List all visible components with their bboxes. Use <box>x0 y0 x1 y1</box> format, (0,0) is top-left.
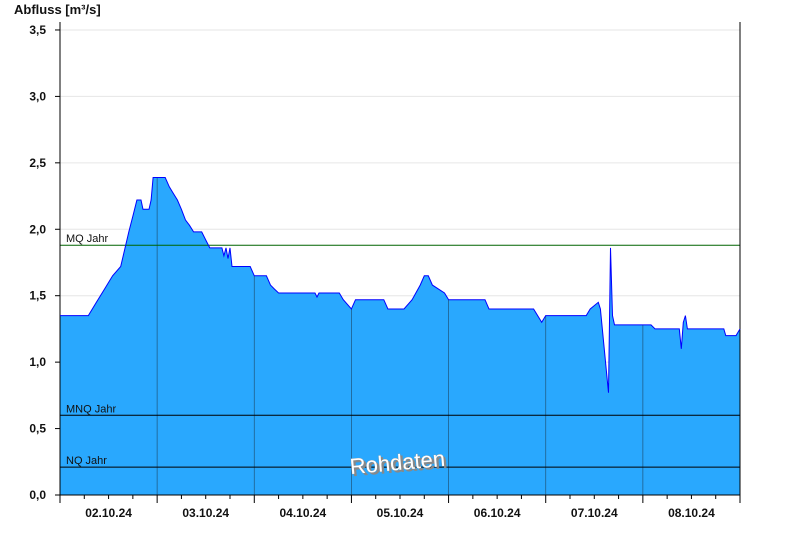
x-tick-label: 05.10.24 <box>377 506 424 520</box>
y-tick-label: 0,5 <box>29 422 46 436</box>
x-tick-label: 04.10.24 <box>279 506 326 520</box>
y-tick-label: 1,5 <box>29 289 46 303</box>
y-tick-label: 0,0 <box>29 488 46 502</box>
y-tick-label: 2,5 <box>29 156 46 170</box>
discharge-area <box>60 177 740 495</box>
x-tick-label: 06.10.24 <box>474 506 521 520</box>
x-tick-label: 07.10.24 <box>571 506 618 520</box>
y-tick-label: 3,0 <box>29 89 46 103</box>
y-tick-label: 2,0 <box>29 222 46 236</box>
y-axis-label: Abfluss [m³/s] <box>14 2 101 17</box>
reference-line-label: NQ Jahr <box>66 455 107 467</box>
reference-line-label: MNQ Jahr <box>66 403 116 415</box>
discharge-line <box>60 177 741 393</box>
x-tick-label: 08.10.24 <box>668 506 715 520</box>
reference-lines: MQ Jahr MNQ Jahr NQ Jahr <box>60 233 740 468</box>
x-tick-label: 02.10.24 <box>85 506 132 520</box>
y-tick-label: 1,0 <box>29 355 46 369</box>
axes: 0,0 0,5 1,0 1,5 2,0 2,5 3,0 3,5 02.10.24 03.10.24… <box>29 22 741 520</box>
y-tick-label: 3,5 <box>29 23 46 37</box>
reference-line-label: MQ Jahr <box>66 233 109 245</box>
x-tick-label: 03.10.24 <box>182 506 229 520</box>
